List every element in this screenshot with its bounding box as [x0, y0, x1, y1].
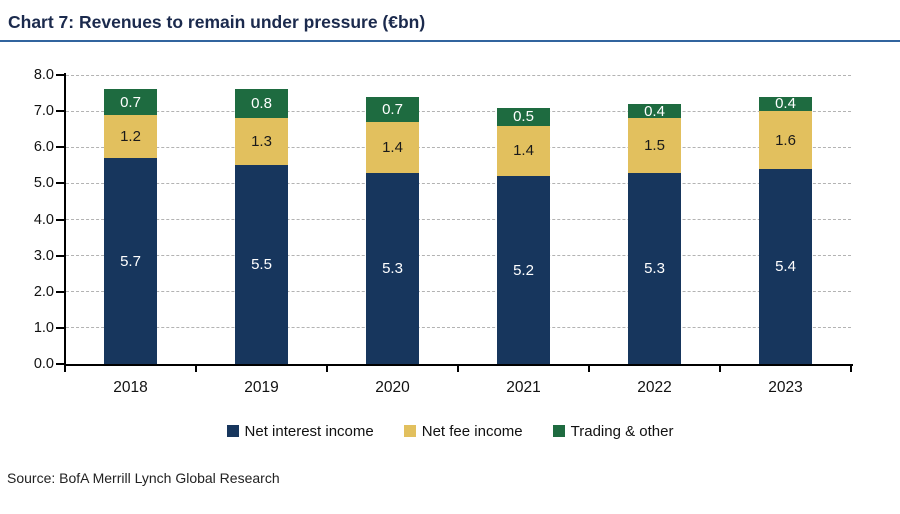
x-tick	[588, 366, 590, 372]
x-tick	[850, 366, 852, 372]
y-tick-label: 5.0	[33, 175, 54, 192]
chart-title: Chart 7: Revenues to remain under pressu…	[8, 12, 426, 32]
x-category-label: 2020	[375, 379, 410, 396]
bar-value-label: 1.4	[382, 138, 403, 156]
y-tick	[56, 218, 64, 221]
bar-value-label: 0.5	[513, 108, 534, 126]
y-tick	[56, 290, 64, 293]
x-category-label: 2019	[244, 379, 279, 396]
y-gridline	[66, 182, 851, 184]
legend-label: Trading & other	[570, 422, 674, 440]
bar-value-label: 1.5	[644, 136, 665, 154]
bar-segment: 5.5	[235, 165, 288, 364]
bar-value-label: 5.5	[251, 256, 272, 274]
bar-value-label: 1.3	[251, 133, 272, 151]
bar-value-label: 0.8	[251, 95, 272, 113]
y-gridline	[66, 291, 851, 293]
x-category-label: 2023	[768, 379, 803, 396]
y-tick-label: 1.0	[33, 319, 54, 336]
bar-segment: 0.8	[235, 89, 288, 119]
bar-value-label: 5.2	[513, 261, 534, 279]
legend-swatch-icon	[226, 425, 239, 437]
legend-swatch-icon	[552, 425, 565, 437]
bar-segment: 5.3	[628, 172, 681, 364]
x-tick	[326, 366, 328, 372]
y-gridline	[66, 255, 851, 257]
y-tick-label: 2.0	[33, 283, 54, 300]
legend-label: Net interest income	[244, 422, 374, 440]
x-tick	[195, 366, 197, 372]
bar-segment: 5.7	[104, 158, 157, 364]
bar-value-label: 5.3	[644, 259, 665, 277]
y-tick-label: 3.0	[33, 247, 54, 264]
y-axis-line	[64, 73, 66, 366]
bar-value-label: 1.4	[513, 142, 534, 160]
legend-swatch-icon	[403, 425, 416, 437]
x-tick	[457, 366, 459, 372]
y-gridline	[66, 327, 851, 329]
bar-value-label: 0.4	[644, 102, 665, 120]
y-tick-label: 7.0	[33, 103, 54, 120]
x-tick	[719, 366, 721, 372]
legend-item: Net fee income	[403, 422, 523, 440]
y-tick	[56, 146, 64, 149]
legend-item: Net interest income	[226, 422, 374, 440]
bar-segment: 1.6	[759, 111, 812, 169]
y-tick-label: 0.0	[33, 356, 54, 372]
x-tick	[64, 366, 66, 372]
y-tick	[56, 326, 64, 329]
x-category-label: 2022	[637, 379, 672, 396]
y-tick	[56, 182, 64, 185]
legend: Net interest income Net fee income Trading…	[0, 421, 900, 441]
bar-segment: 5.3	[366, 172, 419, 364]
y-gridline	[66, 74, 851, 76]
bar-value-label: 5.4	[775, 257, 796, 275]
x-axis-line	[64, 364, 853, 366]
y-tick-label: 8.0	[33, 67, 54, 83]
bar-segment: 0.5	[497, 107, 550, 126]
bar-segment: 1.5	[628, 118, 681, 173]
bar-value-label: 0.7	[120, 93, 141, 111]
source-note: Source: BofA Merrill Lynch Global Resear…	[7, 470, 280, 486]
y-tick	[56, 363, 64, 365]
bar-segment: 1.4	[497, 125, 550, 177]
y-tick-label: 6.0	[33, 139, 54, 156]
legend-label: Net fee income	[421, 422, 523, 440]
y-tick	[56, 254, 64, 257]
bar-segment: 1.2	[104, 114, 157, 159]
x-category-label: 2021	[506, 379, 541, 396]
bar-value-label: 1.2	[120, 127, 141, 145]
bar-segment: 0.4	[759, 95, 812, 113]
y-gridline	[66, 146, 851, 148]
y-gridline	[66, 110, 851, 112]
bar-value-label: 1.6	[775, 131, 796, 149]
bar-value-label: 0.4	[775, 95, 796, 113]
y-tick	[56, 110, 64, 113]
bar-segment: 0.7	[366, 96, 419, 122]
y-gridline	[66, 219, 851, 220]
bar-segment: 5.4	[759, 168, 812, 364]
legend-item: Trading & other	[552, 422, 674, 440]
title-underline	[0, 40, 900, 42]
bar-value-label: 5.7	[120, 252, 141, 270]
y-tick	[56, 74, 64, 76]
y-tick-label: 4.0	[33, 211, 54, 228]
bar-segment: 1.4	[366, 121, 419, 173]
bar-segment: 0.7	[104, 89, 157, 115]
bar-segment: 5.2	[497, 176, 550, 364]
bar-value-label: 5.3	[382, 259, 403, 277]
bar-segment: 0.4	[628, 102, 681, 120]
x-category-label: 2018	[113, 379, 148, 396]
bar-value-label: 0.7	[382, 100, 403, 118]
bar-segment: 1.3	[235, 118, 288, 166]
